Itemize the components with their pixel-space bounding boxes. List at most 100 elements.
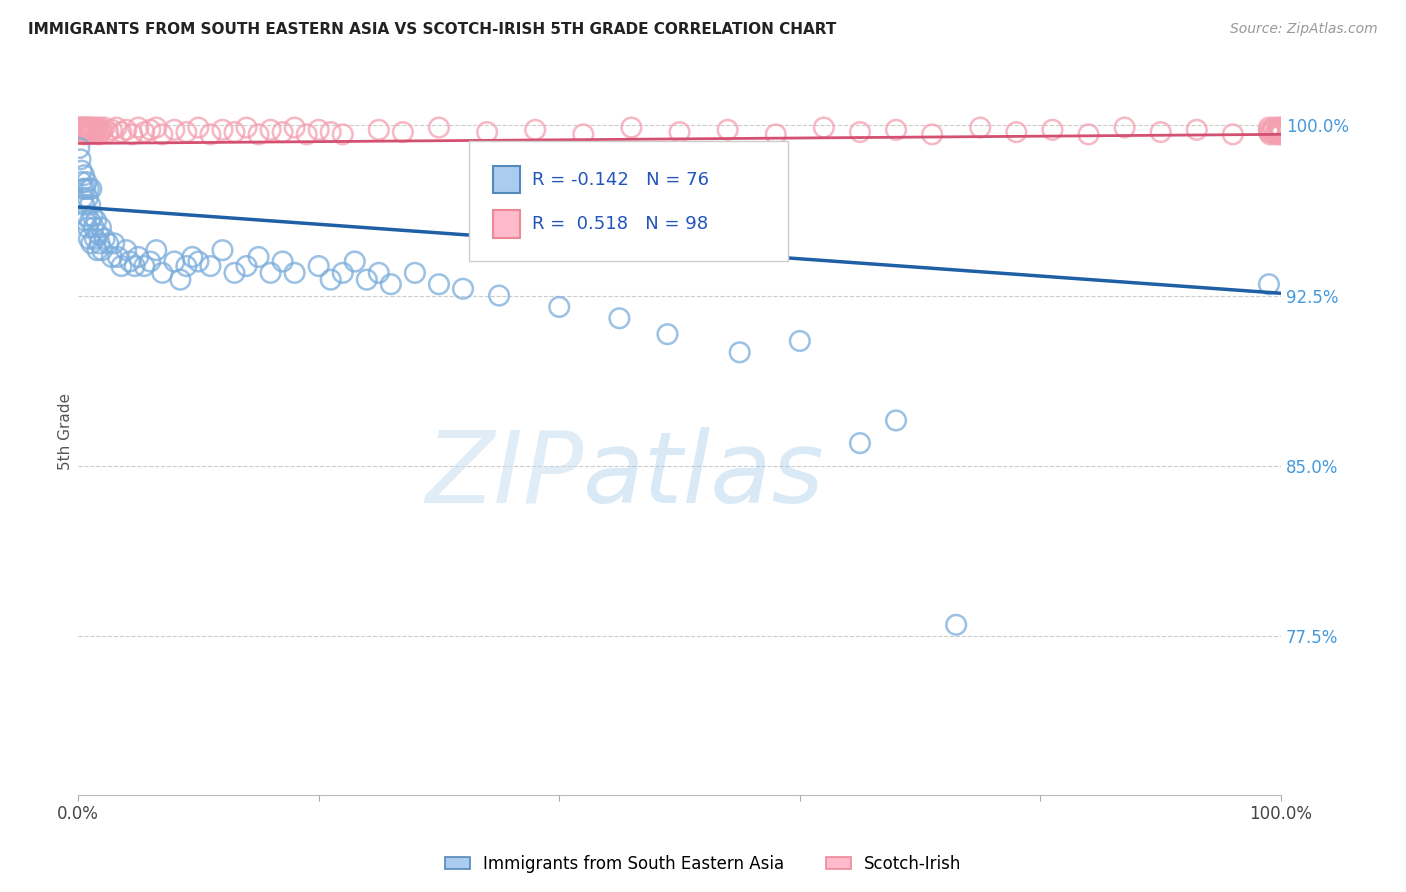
Point (211, 123, 233, 137)
Point (75, 120, 97, 135)
Point (82, 209, 104, 223)
Point (488, 288, 510, 302)
Point (118, 254, 141, 268)
Point (259, 123, 281, 137)
Point (921, 128, 943, 142)
Point (332, 128, 354, 142)
Point (319, 125, 342, 139)
Point (1268, 128, 1291, 142)
Point (524, 123, 547, 137)
Point (332, 266, 354, 280)
Point (90, 220, 112, 235)
Point (356, 273, 378, 287)
Point (247, 128, 270, 142)
Point (609, 311, 631, 326)
Point (67, 123, 90, 137)
Point (84, 232, 107, 246)
Point (67, 120, 90, 135)
Point (1264, 128, 1286, 142)
Point (284, 266, 307, 280)
Point (308, 123, 330, 137)
Point (73, 168, 96, 182)
Text: R = -0.142   N = 76: R = -0.142 N = 76 (531, 170, 709, 189)
Point (139, 123, 162, 137)
Point (200, 259, 222, 273)
Point (187, 120, 209, 135)
Point (97, 125, 120, 139)
Point (163, 254, 186, 268)
Point (1258, 125, 1281, 139)
Point (103, 236, 125, 251)
Point (169, 273, 191, 287)
Point (849, 125, 872, 139)
Point (82, 120, 104, 135)
Point (181, 250, 204, 264)
Point (79, 213, 101, 227)
Point (110, 259, 132, 273)
FancyBboxPatch shape (470, 141, 787, 261)
Point (259, 266, 281, 280)
Point (97, 236, 120, 251)
Point (77, 128, 100, 142)
Point (789, 334, 811, 348)
Point (79, 123, 101, 137)
Point (115, 123, 138, 137)
Point (76, 209, 98, 223)
Point (1260, 125, 1282, 139)
Point (1005, 125, 1028, 139)
Point (343, 254, 366, 268)
Point (176, 259, 198, 273)
Point (1185, 123, 1208, 137)
Point (70, 175, 93, 189)
Point (70, 120, 93, 135)
Point (90, 125, 112, 139)
Point (319, 273, 342, 287)
Point (548, 300, 571, 314)
Point (87, 128, 110, 142)
Point (69, 125, 91, 139)
Point (849, 436, 872, 450)
Point (1270, 128, 1292, 142)
Point (76, 125, 98, 139)
Point (80, 125, 103, 139)
Point (72, 182, 94, 196)
Point (134, 259, 156, 273)
Point (89, 120, 111, 135)
Point (80, 236, 103, 251)
Point (271, 125, 294, 139)
Point (75, 213, 97, 227)
Point (308, 259, 330, 273)
Point (235, 120, 257, 135)
Point (200, 128, 222, 142)
Point (127, 250, 149, 264)
Point (1077, 128, 1099, 142)
Point (124, 259, 146, 273)
Point (1150, 125, 1173, 139)
Point (72, 125, 94, 139)
Point (80, 182, 103, 196)
Point (235, 259, 257, 273)
Point (224, 266, 246, 280)
Point (1258, 128, 1281, 142)
Point (73, 198, 96, 212)
Point (813, 120, 835, 135)
Point (76, 220, 98, 235)
Point (93, 120, 115, 135)
Point (91, 243, 114, 257)
Point (76, 123, 98, 137)
Point (83, 220, 105, 235)
Point (668, 125, 690, 139)
Point (75, 125, 97, 139)
Legend: Immigrants from South Eastern Asia, Scotch-Irish: Immigrants from South Eastern Asia, Scot… (437, 848, 969, 880)
Point (176, 125, 198, 139)
Point (620, 120, 643, 135)
Point (134, 125, 156, 139)
Point (247, 250, 270, 264)
Point (1222, 128, 1244, 142)
Point (1258, 120, 1281, 135)
Point (427, 277, 450, 292)
Point (101, 123, 124, 137)
Point (1114, 120, 1136, 135)
Point (72, 120, 94, 135)
Point (69, 153, 91, 167)
